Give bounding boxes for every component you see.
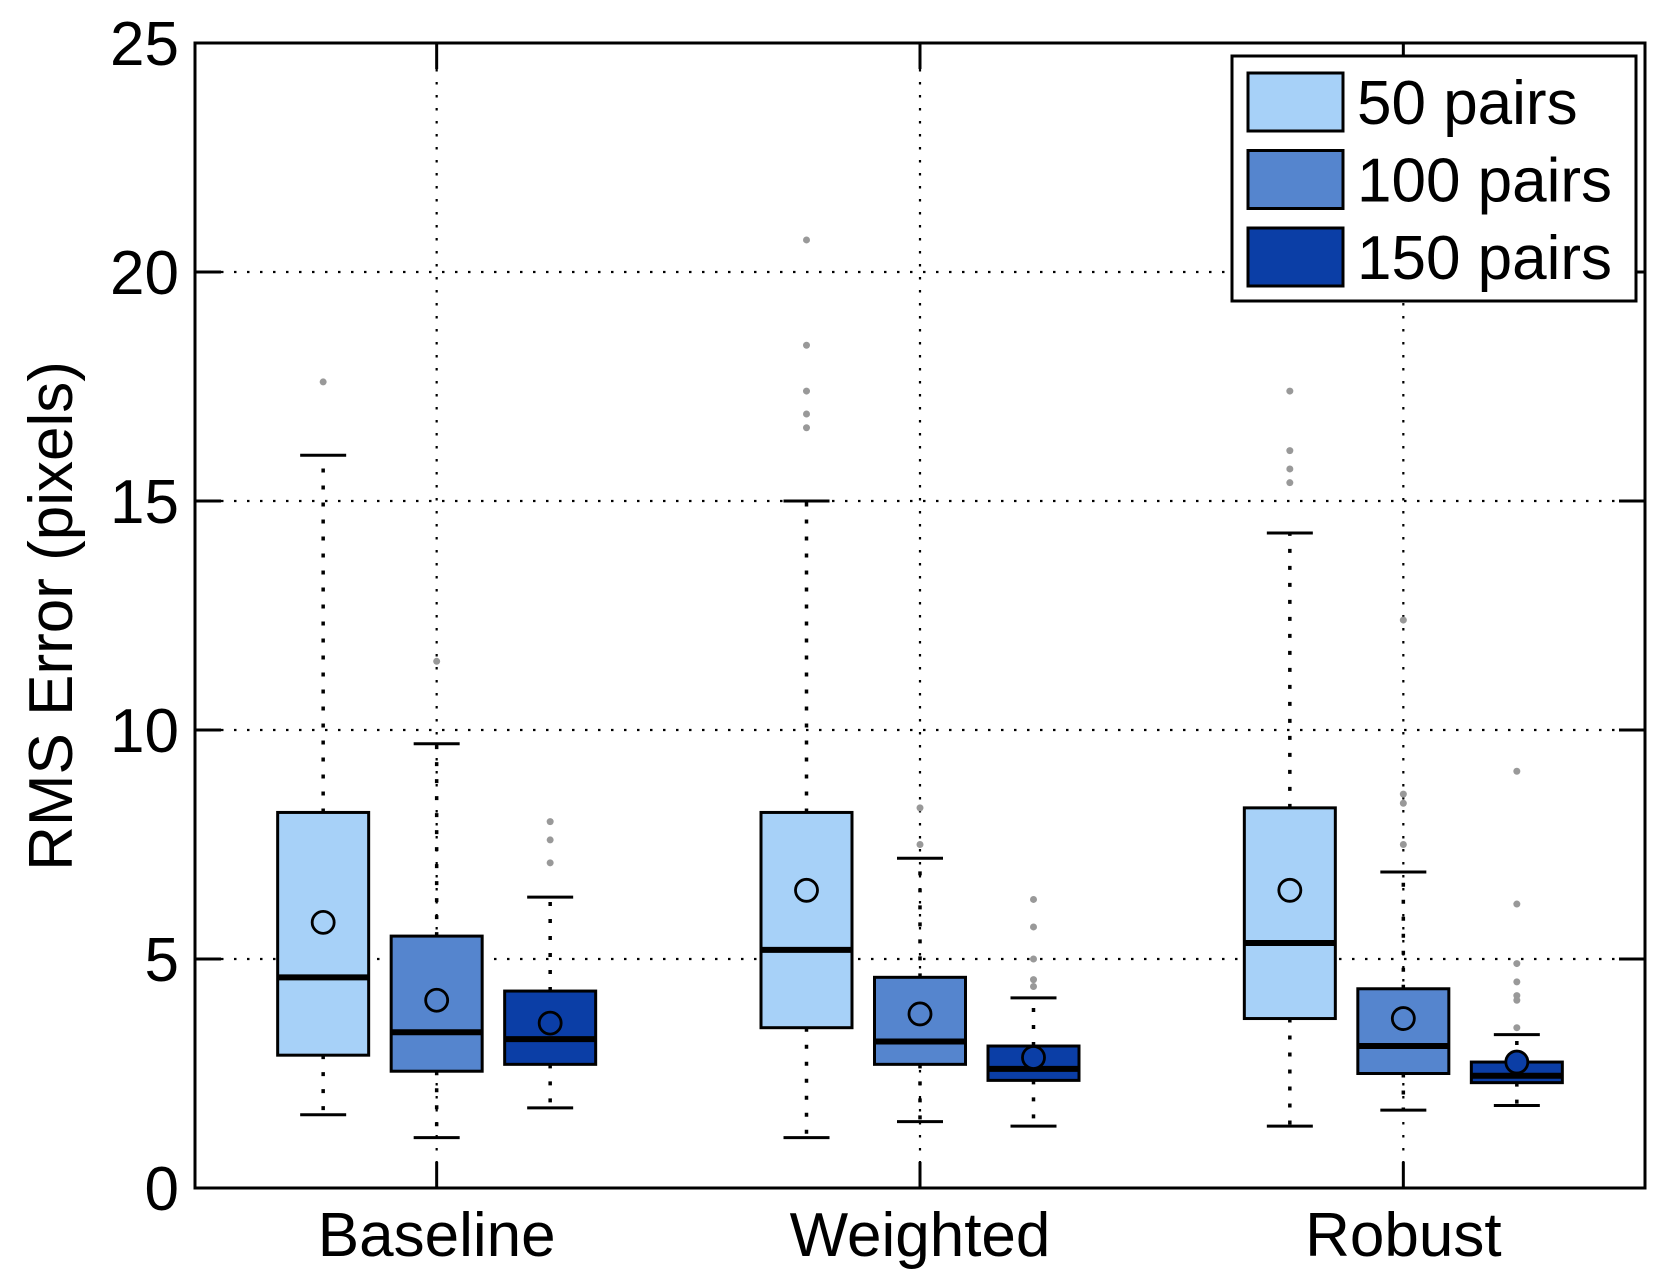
- outlier-dot-100-pairs-baseline-0: [433, 657, 441, 665]
- x-category-label-robust: Robust: [1305, 1201, 1501, 1270]
- box-group-100-pairs-robust: [1356, 616, 1451, 1112]
- outlier-dot-100-pairs-weighted-0: [916, 841, 924, 848]
- box-rect-100-pairs-robust: [1356, 987, 1451, 1076]
- mean-marker-150-pairs-baseline: [537, 1010, 563, 1036]
- y-axis-title: RMS Error (pixels): [17, 361, 86, 871]
- box-group-150-pairs-baseline: [503, 818, 598, 1110]
- box-group-150-pairs-weighted: [986, 895, 1081, 1128]
- box-group-100-pairs-weighted: [873, 804, 967, 1124]
- outlier-dot-150-pairs-robust-3: [1513, 978, 1521, 986]
- outlier-dot-150-pairs-weighted-4: [1030, 895, 1037, 903]
- outlier-dot-50-pairs-weighted-0: [803, 424, 810, 432]
- outlier-dot-150-pairs-robust-2: [1513, 992, 1521, 1000]
- outlier-dot-50-pairs-robust-1: [1286, 465, 1294, 473]
- outlier-dot-50-pairs-weighted-1: [803, 410, 810, 418]
- y-tick-label-0: 0: [145, 1155, 179, 1224]
- mean-marker-150-pairs-robust: [1504, 1049, 1530, 1075]
- legend-swatch-150-pairs: [1246, 226, 1345, 288]
- box-group-100-pairs-baseline: [389, 657, 484, 1140]
- box-rect-50-pairs-robust: [1242, 806, 1337, 1021]
- y-tick-label-5: 5: [145, 926, 179, 995]
- box-group-50-pairs-robust: [1242, 387, 1337, 1128]
- legend-swatch-100-pairs: [1246, 149, 1345, 210]
- outlier-dot-50-pairs-weighted-3: [803, 341, 810, 349]
- outlier-dot-100-pairs-robust-3: [1399, 616, 1407, 624]
- mean-marker-100-pairs-baseline: [424, 987, 450, 1013]
- outlier-dot-150-pairs-robust-0: [1513, 1024, 1521, 1032]
- mean-marker-100-pairs-robust: [1390, 1006, 1416, 1031]
- outlier-dot-150-pairs-robust-4: [1513, 960, 1521, 968]
- outlier-dot-150-pairs-weighted-2: [1030, 955, 1037, 963]
- outlier-dot-100-pairs-weighted-1: [916, 804, 924, 812]
- mean-marker-50-pairs-robust: [1277, 877, 1303, 903]
- outlier-dot-50-pairs-robust-2: [1286, 447, 1294, 455]
- outlier-dot-150-pairs-baseline-2: [546, 818, 554, 826]
- legend-label-50-pairs: 50 pairs: [1357, 69, 1578, 138]
- legend-label-150-pairs: 150 pairs: [1357, 224, 1612, 293]
- box-group-150-pairs-robust: [1469, 767, 1564, 1108]
- outlier-dot-150-pairs-weighted-0: [1030, 982, 1037, 990]
- outlier-dot-150-pairs-weighted-3: [1030, 923, 1037, 931]
- outlier-dot-150-pairs-robust-6: [1513, 767, 1521, 775]
- box-rect-50-pairs-baseline: [276, 810, 371, 1057]
- outlier-dot-150-pairs-robust-5: [1513, 900, 1521, 908]
- mean-marker-150-pairs-weighted: [1021, 1045, 1046, 1070]
- legend-label-100-pairs: 100 pairs: [1357, 147, 1612, 216]
- box-group-50-pairs-weighted: [759, 236, 854, 1140]
- outlier-dot-100-pairs-robust-1: [1399, 799, 1407, 807]
- outlier-dot-100-pairs-robust-2: [1399, 790, 1407, 798]
- outlier-dot-150-pairs-baseline-0: [546, 859, 554, 867]
- outlier-dot-50-pairs-weighted-4: [803, 236, 810, 244]
- legend: 50 pairs 100 pairs 150 pairs: [1230, 54, 1638, 303]
- y-tick-label-10: 10: [110, 697, 179, 766]
- outlier-dot-150-pairs-baseline-1: [546, 836, 554, 844]
- x-category-label-baseline: Baseline: [318, 1201, 556, 1270]
- mean-marker-100-pairs-weighted: [907, 1001, 933, 1027]
- outlier-dot-50-pairs-robust-0: [1286, 479, 1294, 487]
- outlier-dot-150-pairs-weighted-1: [1030, 976, 1037, 984]
- y-tick-label-20: 20: [110, 239, 179, 308]
- outlier-dot-50-pairs-robust-3: [1286, 387, 1294, 395]
- legend-swatch-50-pairs: [1246, 71, 1345, 133]
- box-group-50-pairs-baseline: [276, 378, 371, 1117]
- y-tick-label-15: 15: [110, 468, 179, 537]
- x-category-label-weighted: Weighted: [790, 1201, 1051, 1270]
- mean-marker-50-pairs-weighted: [794, 877, 819, 903]
- mean-marker-50-pairs-baseline: [310, 909, 336, 935]
- y-tick-label-25: 25: [110, 10, 179, 79]
- box-rect-50-pairs-weighted: [759, 810, 854, 1030]
- outlier-dot-50-pairs-weighted-2: [803, 387, 810, 395]
- outlier-dot-50-pairs-baseline-0: [319, 378, 327, 386]
- outlier-dot-100-pairs-robust-0: [1399, 841, 1407, 848]
